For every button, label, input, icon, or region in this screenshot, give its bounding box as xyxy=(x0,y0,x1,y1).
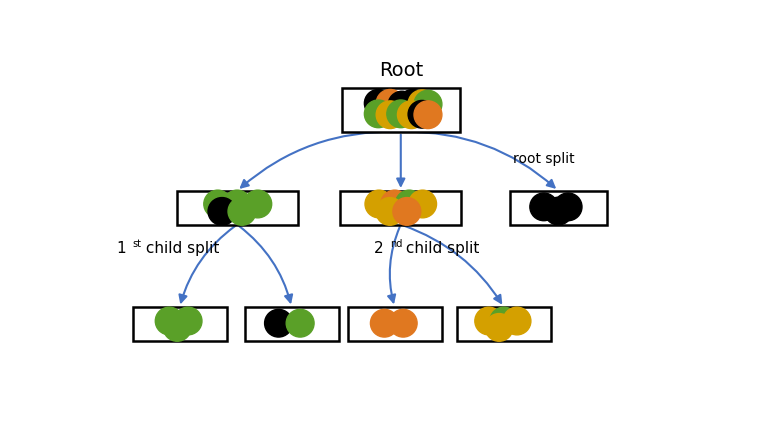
Ellipse shape xyxy=(208,198,236,225)
Ellipse shape xyxy=(156,307,183,335)
Ellipse shape xyxy=(381,190,409,218)
Ellipse shape xyxy=(396,190,423,218)
Ellipse shape xyxy=(408,90,436,118)
FancyBboxPatch shape xyxy=(510,191,607,225)
Ellipse shape xyxy=(364,89,393,117)
Text: st: st xyxy=(133,240,142,250)
Ellipse shape xyxy=(286,309,314,337)
Text: nd: nd xyxy=(390,240,403,250)
Ellipse shape xyxy=(409,190,436,218)
Ellipse shape xyxy=(264,309,292,337)
Ellipse shape xyxy=(397,101,425,129)
Ellipse shape xyxy=(389,309,417,337)
Ellipse shape xyxy=(174,307,202,335)
Ellipse shape xyxy=(228,198,256,225)
Ellipse shape xyxy=(490,307,518,335)
Ellipse shape xyxy=(503,307,531,335)
Text: 2: 2 xyxy=(374,241,383,256)
Ellipse shape xyxy=(163,314,191,341)
FancyBboxPatch shape xyxy=(348,307,442,341)
FancyBboxPatch shape xyxy=(177,191,298,225)
Text: root split: root split xyxy=(513,152,575,166)
Ellipse shape xyxy=(223,190,251,218)
Ellipse shape xyxy=(204,190,231,218)
Text: Root: Root xyxy=(378,60,423,80)
Ellipse shape xyxy=(364,100,393,128)
Ellipse shape xyxy=(387,100,414,128)
Ellipse shape xyxy=(554,193,582,221)
Ellipse shape xyxy=(414,90,442,118)
Ellipse shape xyxy=(475,307,503,335)
Ellipse shape xyxy=(544,197,572,225)
Ellipse shape xyxy=(244,190,271,218)
Ellipse shape xyxy=(414,101,442,129)
FancyBboxPatch shape xyxy=(133,307,227,341)
FancyBboxPatch shape xyxy=(340,191,461,225)
FancyBboxPatch shape xyxy=(457,307,551,341)
Ellipse shape xyxy=(399,89,426,117)
Ellipse shape xyxy=(376,89,404,117)
FancyBboxPatch shape xyxy=(245,307,339,341)
Ellipse shape xyxy=(371,309,398,337)
Ellipse shape xyxy=(530,193,558,221)
Text: child split: child split xyxy=(142,241,220,256)
Text: 1: 1 xyxy=(116,241,126,256)
Ellipse shape xyxy=(365,190,393,218)
Text: child split: child split xyxy=(401,241,479,256)
Ellipse shape xyxy=(408,100,436,128)
Ellipse shape xyxy=(376,198,404,225)
Ellipse shape xyxy=(388,91,416,119)
Ellipse shape xyxy=(485,314,513,341)
Ellipse shape xyxy=(376,101,404,129)
FancyBboxPatch shape xyxy=(342,88,460,132)
Ellipse shape xyxy=(393,198,421,225)
